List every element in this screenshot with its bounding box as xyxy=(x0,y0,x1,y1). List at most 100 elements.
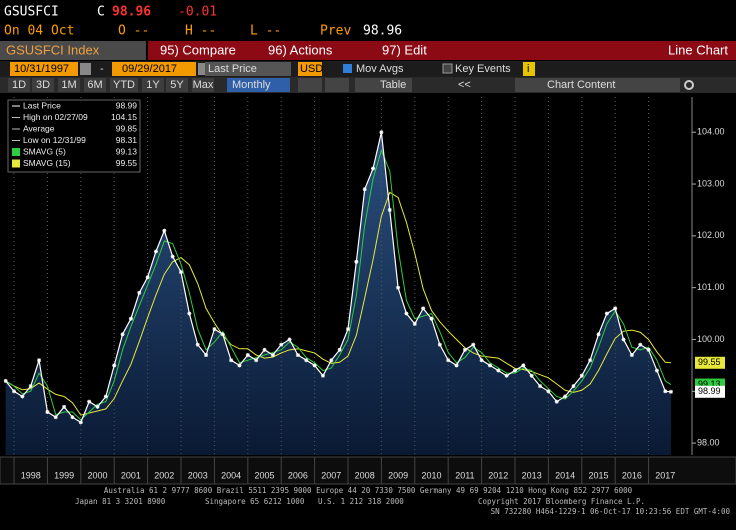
point-marker xyxy=(437,342,442,347)
compare-icon[interactable] xyxy=(325,78,349,92)
point-marker xyxy=(429,316,434,321)
point-marker xyxy=(304,358,309,363)
range-label: 5Y xyxy=(170,79,184,91)
info: i xyxy=(527,63,529,75)
area xyxy=(5,132,671,455)
checkbox[interactable] xyxy=(442,63,453,74)
range-button[interactable] xyxy=(192,78,214,92)
point-marker xyxy=(12,389,17,394)
point-marker xyxy=(162,228,167,233)
point-marker xyxy=(571,384,576,389)
calendar-icon[interactable] xyxy=(80,63,91,75)
info-box[interactable] xyxy=(523,62,535,76)
legend-value: 98.31 xyxy=(116,135,138,145)
point-marker xyxy=(254,358,259,363)
line-icon[interactable] xyxy=(298,78,322,92)
end-box[interactable] xyxy=(112,62,196,76)
field: Last Price xyxy=(208,63,257,75)
range-button[interactable] xyxy=(110,78,138,92)
point-marker xyxy=(212,327,217,332)
chart-content: Chart Content xyxy=(547,79,615,91)
point-marker xyxy=(471,342,476,347)
legend-value: 104.15 xyxy=(111,112,137,122)
flag: C xyxy=(97,5,105,20)
prev: 98.96 xyxy=(363,24,402,39)
point-marker xyxy=(3,378,8,383)
point-marker xyxy=(404,311,409,316)
view: Line Chart xyxy=(668,42,728,57)
x-tick-label: 2000 xyxy=(87,470,107,480)
point-marker xyxy=(329,358,334,363)
periodicity-box[interactable] xyxy=(227,78,290,92)
point-marker xyxy=(579,373,584,378)
point-marker xyxy=(170,254,175,259)
range-button[interactable] xyxy=(84,78,106,92)
point-marker xyxy=(137,290,142,295)
security-box[interactable] xyxy=(0,41,146,60)
point-marker xyxy=(128,316,133,321)
point-marker xyxy=(412,321,417,326)
point-marker xyxy=(87,399,92,404)
currency-box[interactable] xyxy=(298,62,322,76)
field-box[interactable] xyxy=(205,62,291,76)
y-tick-label: 103.00 xyxy=(697,178,725,188)
range-button[interactable] xyxy=(166,78,188,92)
point-marker xyxy=(512,368,517,373)
point-marker xyxy=(120,332,125,337)
point-marker xyxy=(195,342,200,347)
point-marker xyxy=(153,249,158,254)
range-label: 6M xyxy=(87,79,102,91)
x-tick-label: 2008 xyxy=(355,470,375,480)
value-tag xyxy=(695,356,725,369)
high: H -- xyxy=(185,24,216,39)
y-tick-label: 102.00 xyxy=(697,230,725,240)
range-button[interactable] xyxy=(32,78,54,92)
x-tick-label: 2010 xyxy=(421,470,441,480)
x-tick-label: 1999 xyxy=(54,470,74,480)
key-events: Key Events xyxy=(455,63,511,75)
settings-icon[interactable] xyxy=(684,80,694,90)
calendar-icon[interactable] xyxy=(198,63,209,75)
table: Table xyxy=(380,79,406,91)
point-marker xyxy=(638,342,643,347)
range-button[interactable] xyxy=(142,78,164,92)
point-marker xyxy=(554,399,559,404)
point-marker xyxy=(346,327,350,332)
range-label: 1M xyxy=(61,79,76,91)
point-marker xyxy=(613,306,618,311)
point-marker xyxy=(20,394,25,399)
chart-content-box[interactable] xyxy=(515,78,680,92)
start-box[interactable] xyxy=(10,62,78,76)
point-marker xyxy=(563,394,568,399)
point-marker xyxy=(337,347,342,352)
menu[interactable]: 95) Compare xyxy=(160,42,236,57)
range-label: 1D xyxy=(12,79,26,91)
x-tick-label: 2015 xyxy=(588,470,608,480)
checkbox[interactable] xyxy=(343,64,352,73)
range-label: YTD xyxy=(113,79,135,91)
collapse[interactable]: << xyxy=(458,79,471,91)
footer-line: Copyright 2017 Bloomberg Finance L.P. xyxy=(478,497,645,506)
point-marker xyxy=(529,373,534,378)
range-label: 1Y xyxy=(146,79,160,91)
legend-label: SMAVG (15) xyxy=(23,158,71,168)
range-button[interactable] xyxy=(58,78,80,92)
point-marker xyxy=(379,130,384,135)
prev-label: Prev xyxy=(320,24,351,39)
point-marker xyxy=(362,187,367,192)
point-marker xyxy=(668,389,673,394)
point-marker xyxy=(487,363,492,368)
menu[interactable]: 97) Edit xyxy=(382,42,427,57)
series-line xyxy=(5,191,672,416)
table-box[interactable] xyxy=(355,78,412,92)
range-button[interactable] xyxy=(8,78,30,92)
x-tick-label: 2001 xyxy=(121,470,141,480)
point-marker xyxy=(546,389,551,394)
legend-value: 99.55 xyxy=(116,158,138,168)
point-marker xyxy=(37,358,42,363)
y-tick-label: 100.00 xyxy=(697,334,725,344)
point-marker xyxy=(70,415,75,420)
menu[interactable]: 96) Actions xyxy=(268,42,333,57)
point-marker xyxy=(421,306,426,311)
